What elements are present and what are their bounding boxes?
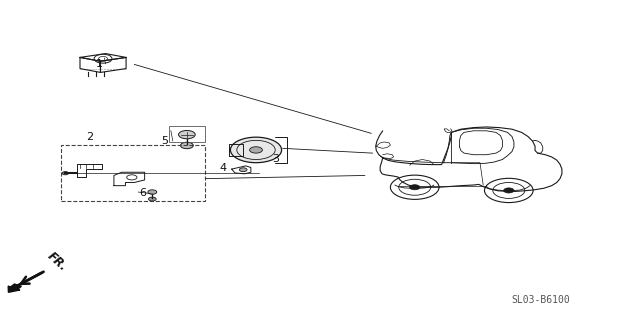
FancyArrow shape <box>8 284 21 292</box>
Circle shape <box>180 142 193 149</box>
Circle shape <box>230 137 282 163</box>
Text: SL03-B6100: SL03-B6100 <box>511 295 570 305</box>
Text: 2: 2 <box>86 131 93 142</box>
Circle shape <box>250 147 262 153</box>
Circle shape <box>148 190 157 194</box>
Text: 1: 1 <box>96 59 102 69</box>
Circle shape <box>410 185 420 190</box>
Circle shape <box>504 188 514 193</box>
Text: 4: 4 <box>219 163 227 174</box>
Text: 5: 5 <box>162 136 168 146</box>
Text: 3: 3 <box>272 154 278 165</box>
Circle shape <box>239 168 247 172</box>
Bar <box>169 126 205 142</box>
Circle shape <box>179 130 195 139</box>
Bar <box>61 145 205 201</box>
Text: FR.: FR. <box>45 249 70 274</box>
Circle shape <box>148 197 156 201</box>
Text: 6: 6 <box>140 188 147 198</box>
Circle shape <box>62 172 68 175</box>
